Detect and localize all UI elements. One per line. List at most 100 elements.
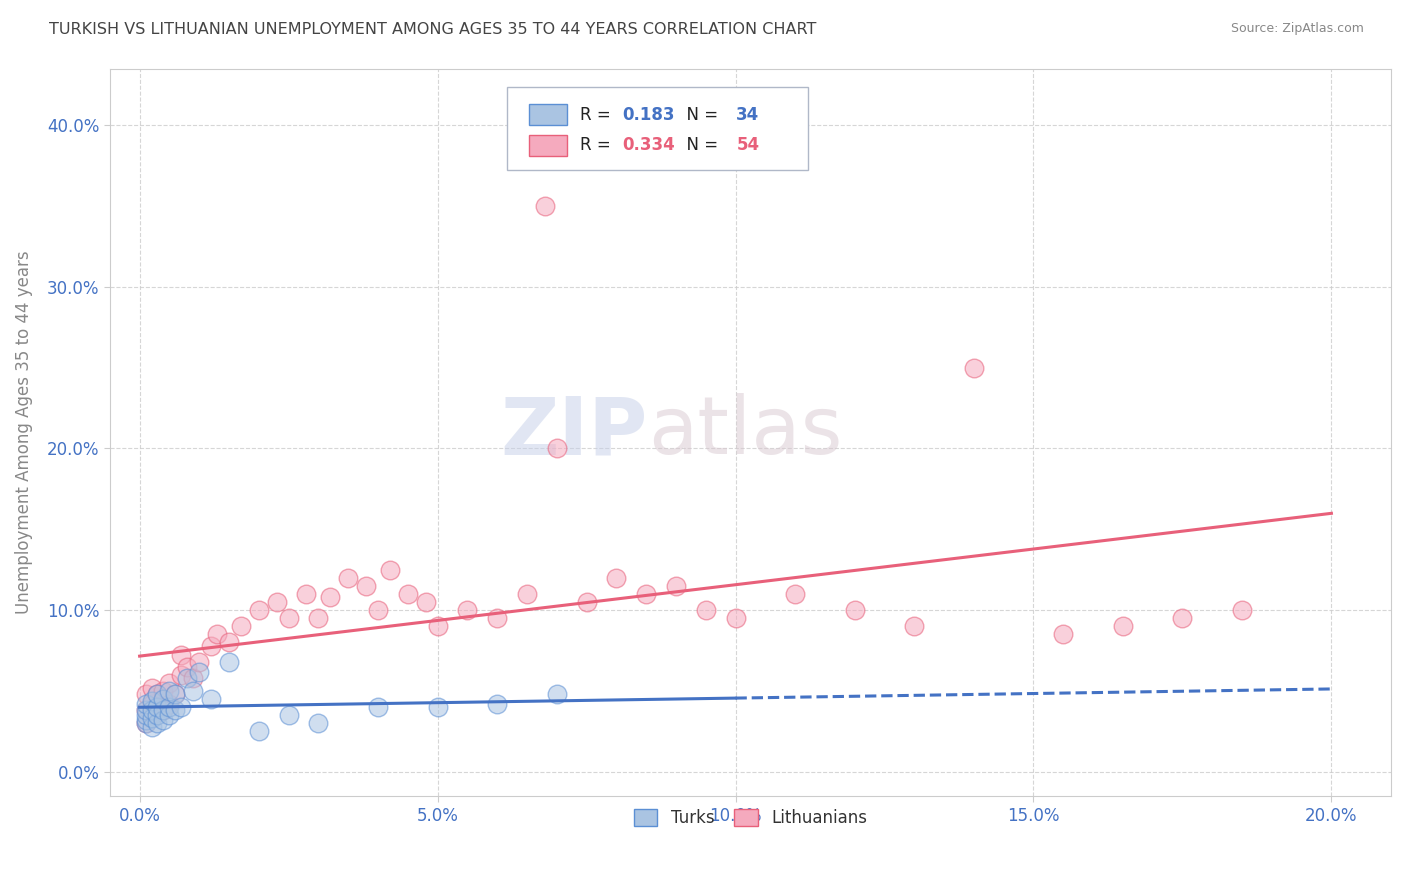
Point <box>141 708 163 723</box>
Point <box>141 681 163 695</box>
Text: TURKISH VS LITHUANIAN UNEMPLOYMENT AMONG AGES 35 TO 44 YEARS CORRELATION CHART: TURKISH VS LITHUANIAN UNEMPLOYMENT AMONG… <box>49 22 817 37</box>
Point <box>277 708 299 723</box>
Point <box>229 619 252 633</box>
Point <box>456 603 478 617</box>
Point <box>1052 627 1074 641</box>
Legend: Turks, Lithuanians: Turks, Lithuanians <box>626 800 875 835</box>
Point <box>152 692 174 706</box>
Point <box>575 595 598 609</box>
Point <box>141 703 163 717</box>
Point <box>146 700 169 714</box>
Point <box>135 708 157 723</box>
Point <box>165 687 187 701</box>
FancyBboxPatch shape <box>529 104 567 126</box>
Point <box>636 587 658 601</box>
Point <box>157 708 180 723</box>
Point <box>188 655 211 669</box>
Point <box>165 703 187 717</box>
Point <box>181 671 204 685</box>
Point <box>963 360 986 375</box>
Point <box>218 655 240 669</box>
Point <box>486 697 509 711</box>
Point <box>135 687 157 701</box>
Point <box>378 563 401 577</box>
Point <box>135 697 157 711</box>
Point <box>157 700 180 714</box>
Point <box>247 724 270 739</box>
Point <box>152 703 174 717</box>
Point <box>141 711 163 725</box>
Point <box>141 697 163 711</box>
Point <box>181 684 204 698</box>
Text: 54: 54 <box>737 136 759 154</box>
Text: atlas: atlas <box>648 393 842 471</box>
Point <box>1112 619 1135 633</box>
Point <box>218 635 240 649</box>
Point <box>152 703 174 717</box>
Point <box>426 619 449 633</box>
Point <box>319 591 342 605</box>
Point <box>1230 603 1253 617</box>
Point <box>516 587 538 601</box>
Point <box>152 713 174 727</box>
Point <box>141 694 163 708</box>
Point <box>135 716 157 731</box>
Point <box>141 720 163 734</box>
Point <box>157 697 180 711</box>
Point <box>200 639 222 653</box>
Point <box>200 692 222 706</box>
Point <box>157 684 180 698</box>
Text: R =: R = <box>581 136 616 154</box>
Point <box>146 687 169 701</box>
Point <box>546 442 568 456</box>
Text: N =: N = <box>676 136 724 154</box>
Point <box>1171 611 1194 625</box>
Point <box>415 595 437 609</box>
Point <box>695 603 717 617</box>
Point <box>277 611 299 625</box>
Point <box>367 603 389 617</box>
Point <box>307 716 329 731</box>
Point <box>146 687 169 701</box>
Point <box>157 676 180 690</box>
Point <box>135 703 157 717</box>
Text: R =: R = <box>581 106 616 124</box>
Point <box>205 627 228 641</box>
Point <box>170 700 193 714</box>
Point <box>546 687 568 701</box>
Point <box>146 700 169 714</box>
Y-axis label: Unemployment Among Ages 35 to 44 years: Unemployment Among Ages 35 to 44 years <box>15 251 32 614</box>
Point <box>170 668 193 682</box>
Point <box>533 199 555 213</box>
Point <box>135 716 157 731</box>
Point <box>605 571 627 585</box>
Point <box>295 587 318 601</box>
Point <box>307 611 329 625</box>
Point <box>337 571 360 585</box>
Text: ZIP: ZIP <box>501 393 648 471</box>
Point <box>170 648 193 663</box>
Point <box>176 659 198 673</box>
Point <box>135 713 157 727</box>
Point <box>724 611 747 625</box>
Point <box>176 671 198 685</box>
Point <box>247 603 270 617</box>
Point <box>146 708 169 723</box>
Point <box>785 587 807 601</box>
Point <box>188 665 211 679</box>
Point <box>665 579 688 593</box>
Point <box>903 619 925 633</box>
Point <box>486 611 509 625</box>
Text: 0.334: 0.334 <box>623 136 675 154</box>
Point <box>844 603 866 617</box>
FancyBboxPatch shape <box>508 87 808 170</box>
FancyBboxPatch shape <box>529 135 567 156</box>
Point <box>146 716 169 731</box>
Text: N =: N = <box>676 106 724 124</box>
Text: 34: 34 <box>737 106 759 124</box>
Point <box>135 703 157 717</box>
Point <box>152 684 174 698</box>
Text: 0.183: 0.183 <box>623 106 675 124</box>
Point <box>165 687 187 701</box>
Point <box>396 587 419 601</box>
